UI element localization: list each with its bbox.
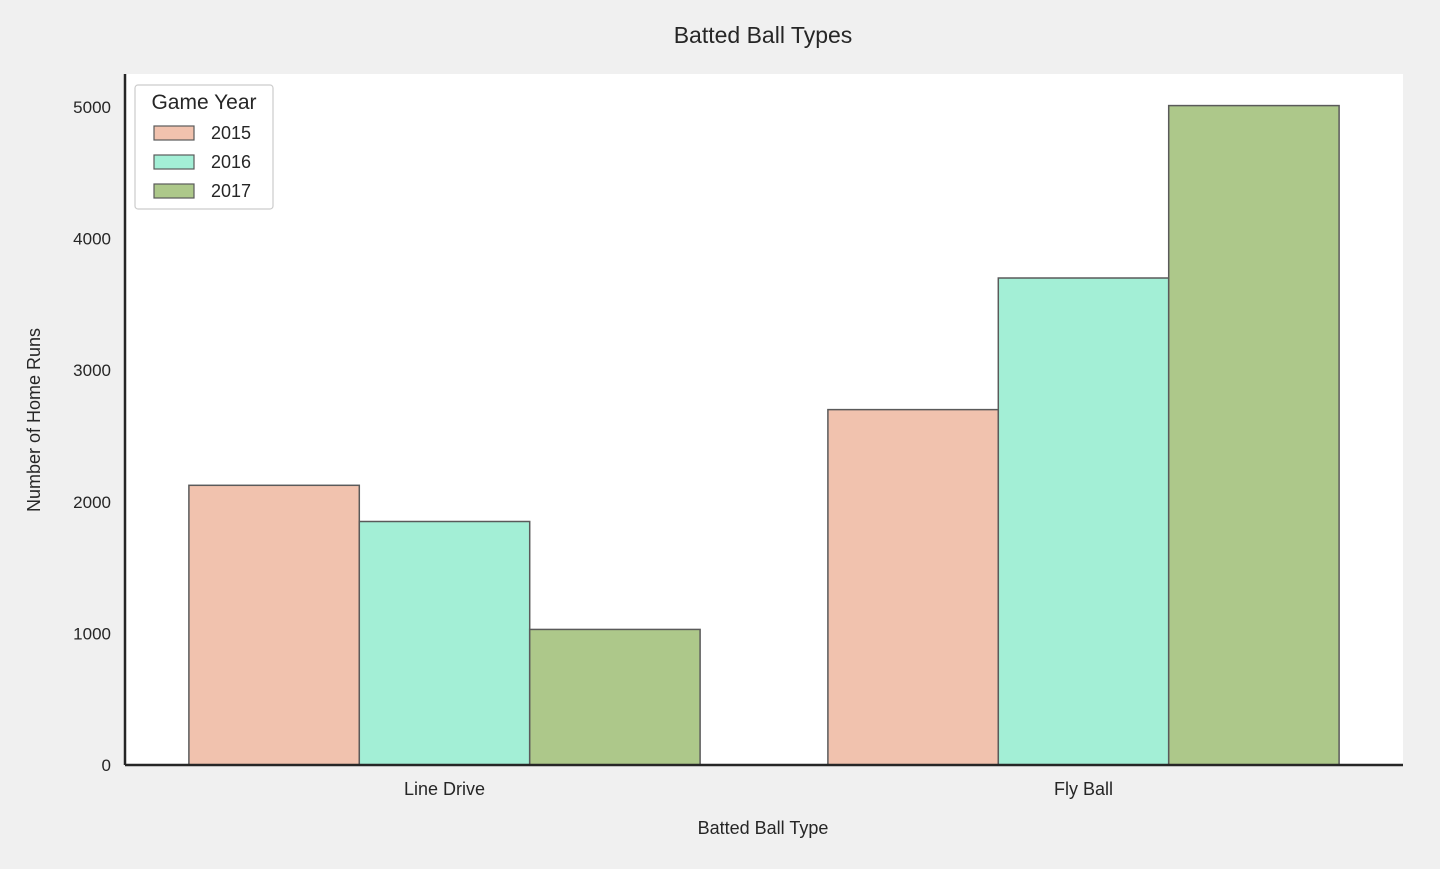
y-tick-label: 1000 xyxy=(73,624,111,643)
bars-group xyxy=(188,104,1340,766)
legend-swatch-2017 xyxy=(153,183,195,199)
x-axis-label: Batted Ball Type xyxy=(698,818,829,838)
legend-title: Game Year xyxy=(151,91,256,114)
y-tick-label: 2000 xyxy=(73,493,111,512)
y-tick-label: 4000 xyxy=(73,230,111,249)
y-tick-label: 0 xyxy=(102,756,111,775)
bar-line-drive-2016 xyxy=(358,520,531,766)
legend-label-2017: 2017 xyxy=(211,181,251,201)
bar-fly-ball-2016 xyxy=(997,277,1170,766)
y-axis-label: Number of Home Runs xyxy=(24,328,44,512)
y-tick-label: 5000 xyxy=(73,98,111,117)
legend: Game Year 2015 2016 2017 xyxy=(134,84,274,210)
bar-line-drive-2017 xyxy=(528,628,701,766)
legend-label-2015: 2015 xyxy=(211,123,251,143)
legend-label-2016: 2016 xyxy=(211,152,251,172)
x-tick-label: Line Drive xyxy=(404,779,485,799)
x-tick-labels: Line Drive Fly Ball xyxy=(404,779,1113,799)
legend-swatch-2015 xyxy=(153,125,195,141)
y-tick-labels: 0 1000 2000 3000 4000 5000 xyxy=(73,98,111,775)
chart-title: Batted Ball Types xyxy=(674,22,853,48)
bar-fly-ball-2015 xyxy=(827,408,1000,766)
y-tick-label: 3000 xyxy=(73,361,111,380)
x-tick-label: Fly Ball xyxy=(1054,779,1113,799)
legend-box xyxy=(134,84,274,210)
bar-fly-ball-2017 xyxy=(1167,104,1340,766)
legend-swatch-2016 xyxy=(153,154,195,170)
bar-line-drive-2015 xyxy=(188,484,361,766)
